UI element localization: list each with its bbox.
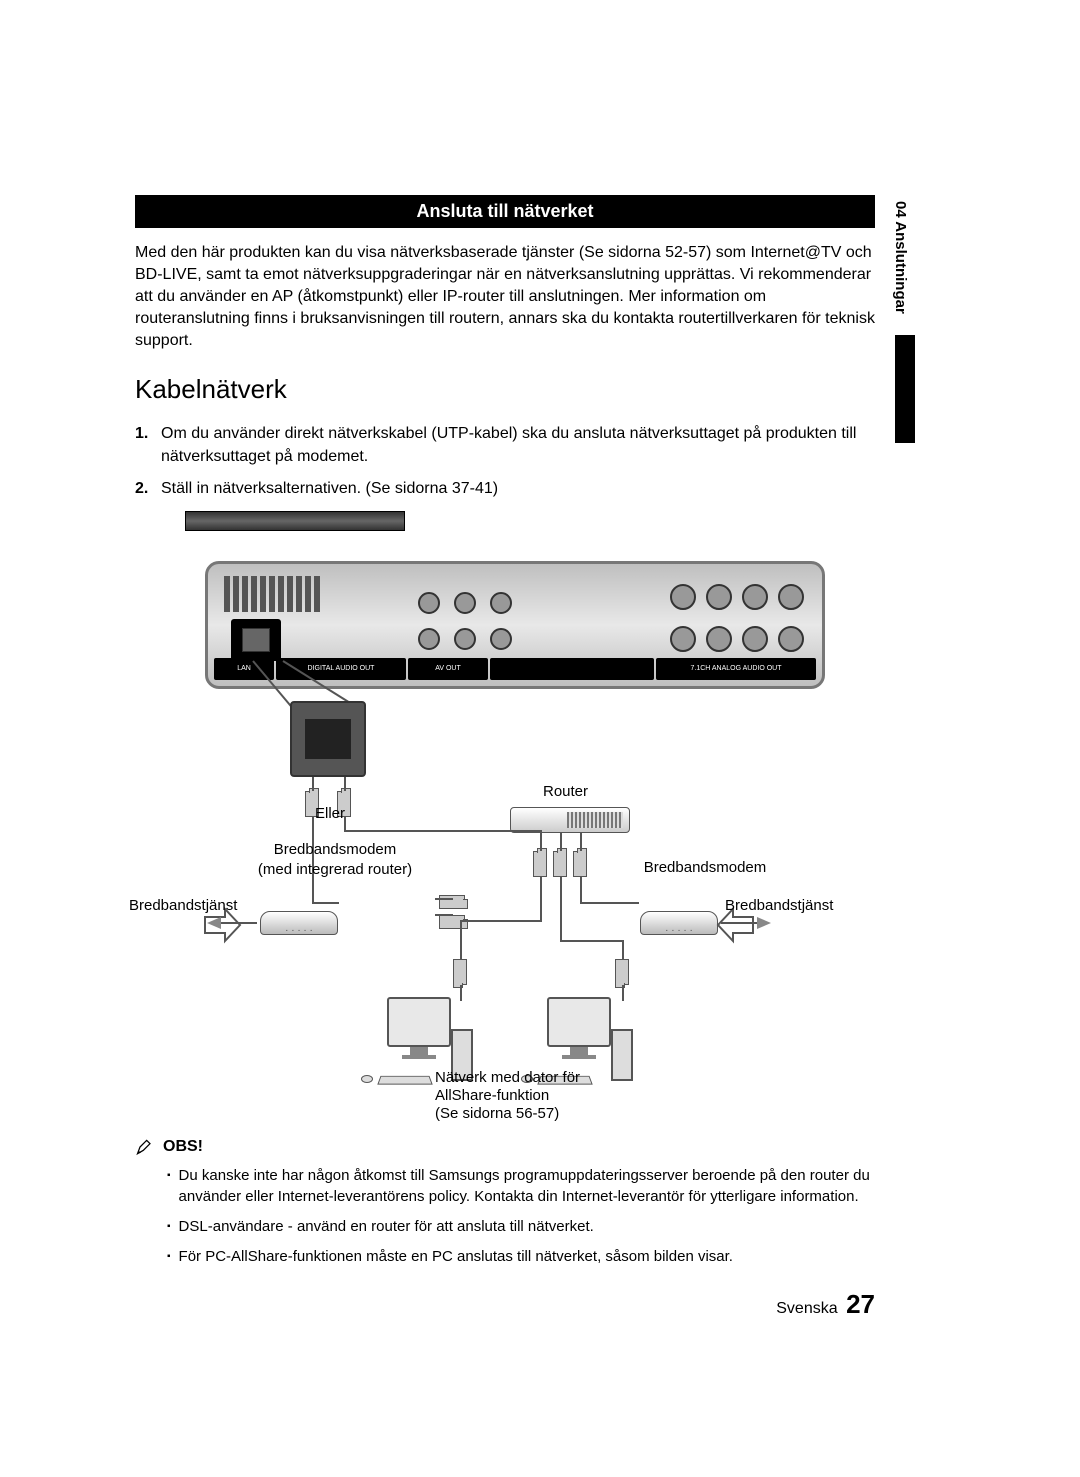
rj45-plug-8 — [453, 959, 467, 985]
label-eller: Eller — [315, 805, 345, 823]
intro-paragraph: Med den här produkten kan du visa nätver… — [135, 242, 875, 352]
lan-port-zoom — [290, 701, 366, 777]
footer-language: Svenska — [776, 1300, 837, 1317]
note-heading: OBS! — [135, 1137, 875, 1157]
panel-label-lan: LAN — [214, 658, 274, 680]
step-1-text: Om du använder direkt nätverkskabel (UTP… — [161, 423, 875, 468]
panel-label-avout: AV OUT — [408, 658, 488, 680]
label-router: Router — [543, 783, 588, 801]
step-1: 1. Om du använder direkt nätverkskabel (… — [135, 423, 875, 468]
page-footer: Svenska 27 — [776, 1289, 875, 1320]
page-content: 04 Anslutningar Ansluta till nätverket M… — [135, 195, 875, 1276]
network-diagram: LAN DIGITAL AUDIO OUT AV OUT 7.1CH ANALO… — [135, 511, 875, 1121]
rj45-plug-7 — [439, 915, 465, 929]
label-bbservice-right: Bredbandstjänst — [725, 897, 833, 915]
panel-right-ports-top — [670, 584, 804, 610]
label-bbmodem-left-1: Bredbandsmodem — [235, 841, 435, 859]
label-bbmodem-right: Bredbandsmodem — [605, 859, 805, 877]
step-1-num: 1. — [135, 423, 161, 468]
rj45-plug-6 — [439, 895, 465, 909]
rj45-plug-4 — [553, 851, 567, 877]
note-1: Du kanske inte har någon åtkomst till Sa… — [135, 1165, 875, 1209]
note-3: För PC-AllShare-funktionen måste en PC a… — [135, 1246, 875, 1268]
note-1-text: Du kanske inte har någon åtkomst till Sa… — [179, 1165, 875, 1209]
note-3-text: För PC-AllShare-funktionen måste en PC a… — [179, 1246, 733, 1268]
note-2: DSL-användare - använd en router för att… — [135, 1216, 875, 1238]
lan-port — [231, 619, 281, 661]
panel-label-digital: DIGITAL AUDIO OUT — [276, 658, 406, 680]
panel-bottom-labels: LAN DIGITAL AUDIO OUT AV OUT 7.1CH ANALO… — [214, 658, 816, 680]
note-icon — [135, 1137, 155, 1157]
panel-label-analog: 7.1CH ANALOG AUDIO OUT — [656, 658, 816, 680]
footer-page-number: 27 — [846, 1289, 875, 1319]
section-title-bar: Ansluta till nätverket — [135, 195, 875, 228]
label-pc-caption-1: Nätverk med dator för — [435, 1069, 695, 1087]
device-back-panel: LAN DIGITAL AUDIO OUT AV OUT 7.1CH ANALO… — [205, 561, 825, 689]
label-pc-caption-2: AllShare-funktion — [435, 1087, 695, 1105]
notes-list: Du kanske inte har någon åtkomst till Sa… — [135, 1165, 875, 1268]
side-black-marker — [895, 335, 915, 443]
rj45-plug-3 — [533, 851, 547, 877]
note-label: OBS! — [163, 1138, 203, 1156]
panel-right-ports-bottom — [670, 626, 804, 652]
step-2-text: Ställ in nätverksalternativen. (Se sidor… — [161, 478, 498, 500]
label-bbmodem-left-2: (med integrerad router) — [235, 861, 435, 879]
panel-mid-ports-top — [418, 592, 512, 614]
modem-left — [260, 911, 338, 935]
note-2-text: DSL-användare - använd en router för att… — [179, 1216, 594, 1238]
label-bbservice-left: Bredbandstjänst — [129, 897, 237, 915]
panel-mid-ports-bottom — [418, 628, 512, 650]
router-device — [510, 807, 630, 833]
label-pc-caption-3: (Se sidorna 56-57) — [435, 1105, 695, 1123]
step-2-num: 2. — [135, 478, 161, 500]
steps-list: 1. Om du använder direkt nätverkskabel (… — [135, 423, 875, 500]
modem-right — [640, 911, 718, 935]
rj45-plug-9 — [615, 959, 629, 985]
rj45-plug-5 — [573, 851, 587, 877]
step-2: 2. Ställ in nätverksalternativen. (Se si… — [135, 478, 875, 500]
side-tab: 04 Anslutningar — [890, 195, 911, 320]
heading-kabelnatverk: Kabelnätverk — [135, 374, 875, 405]
panel-vents — [224, 576, 320, 612]
device-top-strip — [185, 511, 405, 531]
